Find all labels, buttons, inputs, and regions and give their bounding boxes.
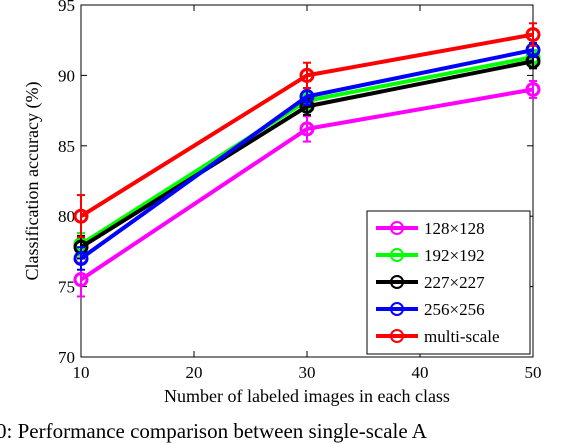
legend: 128×128 192×192 227×227 256×256 multi-scale: [366, 210, 531, 355]
series-4: [73, 22, 541, 239]
legend-item: 192×192: [376, 246, 485, 265]
data-point: [525, 81, 541, 97]
data-point: [299, 89, 315, 105]
legend-swatch-marker: [390, 248, 404, 262]
x-tick-label: 40: [412, 363, 429, 382]
x-axis: 10 20 30 40 50: [73, 5, 542, 382]
data-point: [73, 272, 89, 288]
y-tick-label: 80: [58, 207, 75, 226]
legend-item: 227×227: [376, 273, 485, 292]
data-point: [299, 121, 315, 137]
legend-swatch-marker: [390, 221, 404, 235]
y-tick-label: 75: [58, 278, 75, 297]
data-point: [73, 250, 89, 266]
y-tick-label: 95: [58, 0, 75, 15]
x-tick-label: 10: [73, 363, 90, 382]
legend-swatch-marker: [390, 302, 404, 316]
series-3: [73, 42, 541, 271]
x-tick-label: 30: [299, 363, 316, 382]
y-tick-label: 90: [58, 66, 75, 85]
figure-caption: 0: Performance comparison between single…: [0, 419, 428, 443]
x-tick-label: 20: [186, 363, 203, 382]
legend-item: 256×256: [376, 300, 485, 319]
legend-swatch-marker: [390, 329, 404, 343]
legend-label: 227×227: [424, 273, 485, 292]
y-tick-label: 70: [58, 348, 75, 367]
series-group: [73, 22, 541, 298]
y-axis-label: Classification accuracy (%): [22, 82, 43, 281]
legend-item: multi-scale: [376, 327, 500, 346]
y-tick-label: 85: [58, 137, 75, 156]
data-point: [525, 27, 541, 43]
legend-items: 128×128 192×192 227×227 256×256 multi-scale: [376, 219, 500, 346]
legend-item: 128×128: [376, 219, 485, 238]
legend-label: multi-scale: [424, 327, 500, 346]
data-point: [299, 67, 315, 83]
legend-label: 256×256: [424, 300, 485, 319]
legend-label: 192×192: [424, 246, 485, 265]
x-tick-label: 50: [525, 363, 542, 382]
legend-label: 128×128: [424, 219, 485, 238]
legend-swatch-marker: [390, 275, 404, 289]
x-axis-label: Number of labeled images in each class: [164, 386, 450, 406]
data-point: [73, 208, 89, 224]
